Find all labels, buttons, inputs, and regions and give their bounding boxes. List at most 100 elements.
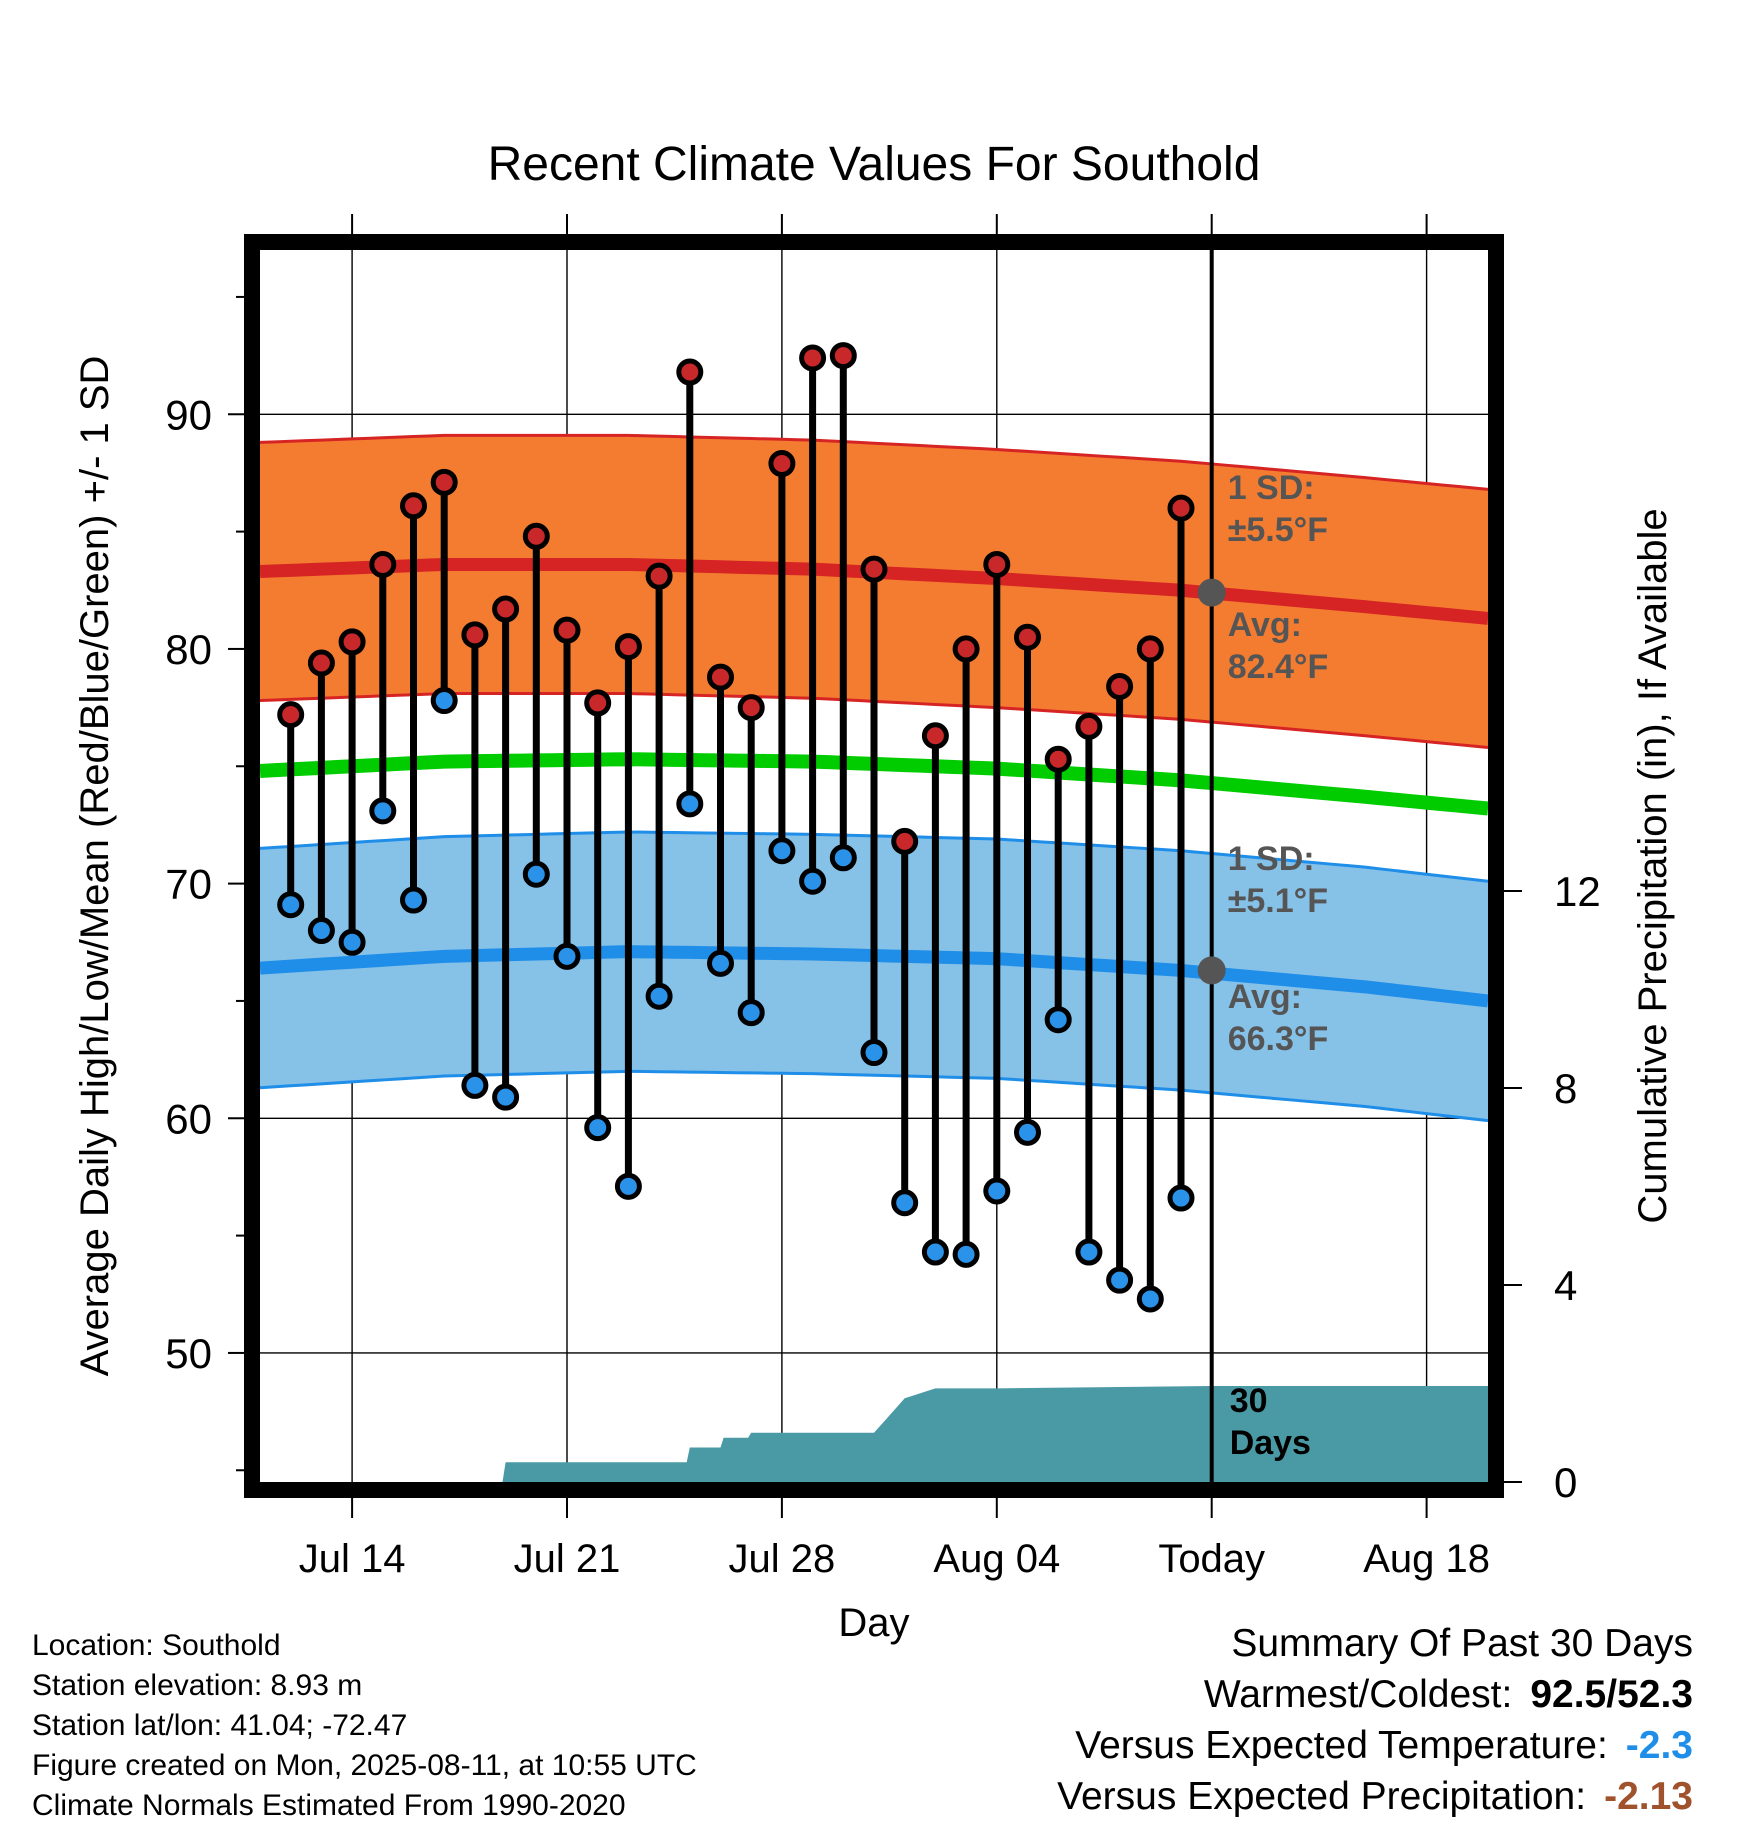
temp-value: -2.3: [1625, 1724, 1693, 1767]
low-dot-day-16: [737, 999, 765, 1027]
daily-range-stems: [287, 355, 1185, 1299]
low-dot-day-6: [430, 687, 458, 715]
high-dot-day-9: [522, 522, 550, 550]
high-dot-day-19: [829, 342, 857, 370]
x-axis-label: Day: [838, 1601, 909, 1645]
high-avg-label-line-0: Avg:: [1228, 606, 1302, 644]
low-dot-day-28: [1106, 1266, 1134, 1294]
high-dot-day-10: [553, 616, 581, 644]
right-tick-label-0: 0: [1554, 1459, 1577, 1506]
info-elevation: Station elevation: 8.93 m: [32, 1669, 363, 1702]
low-dot-day-8: [492, 1083, 520, 1111]
low-dot-day-15: [707, 949, 734, 977]
high-dot-day-4: [369, 550, 397, 578]
low-dot-day-27: [1075, 1238, 1103, 1266]
high-dot-day-11: [584, 689, 612, 717]
high-sd-label-line-0: 1 SD:: [1228, 469, 1315, 507]
high-dot-day-25: [1014, 623, 1041, 651]
right-tick-label-8: 8: [1554, 1065, 1577, 1112]
high-dot-day-7: [461, 621, 489, 649]
high-dot-day-14: [676, 358, 704, 386]
high-sd-band-upper-edge: [259, 433, 1489, 491]
precipitation-area: [260, 1386, 1488, 1482]
left-tick-label-70: 70: [165, 861, 212, 908]
high-dot-day-21: [891, 827, 919, 855]
high-dot-day-23: [952, 635, 980, 663]
high-dot-day-20: [860, 555, 888, 583]
low-dot-day-14: [676, 790, 704, 818]
info-location: Location: Southold: [32, 1629, 281, 1662]
low-sd-label-line-1: ±5.1°F: [1228, 882, 1328, 920]
precip-days-label-line-1: Days: [1230, 1424, 1311, 1462]
high-dot-day-12: [614, 633, 642, 661]
info-created: Figure created on Mon, 2025-08-11, at 10…: [32, 1749, 697, 1782]
daily-dots: [277, 342, 1195, 1313]
summary-title: Summary Of Past 30 Days: [1231, 1622, 1693, 1665]
high-dot-day-17: [768, 450, 796, 478]
x-tick-label-3: Aug 04: [933, 1537, 1060, 1581]
low-dot-day-24: [983, 1177, 1011, 1205]
high-dot-day-16: [737, 694, 765, 722]
low-dot-day-21: [891, 1189, 919, 1217]
high-dot-day-2: [307, 649, 335, 677]
station-info: Location: Southold Station elevation: 8.…: [32, 1626, 697, 1826]
high-dot-day-24: [983, 550, 1011, 578]
low-dot-day-22: [921, 1238, 949, 1266]
low-dot-day-10: [553, 942, 581, 970]
low-dot-day-18: [799, 867, 827, 895]
high-sd-label-line-1: ±5.5°F: [1228, 511, 1328, 549]
high-dot-day-13: [645, 562, 673, 590]
high-dot-day-22: [921, 722, 949, 750]
low-dot-day-7: [461, 1071, 489, 1099]
low-dot-day-26: [1044, 1006, 1072, 1034]
today-low-avg-dot: [1197, 956, 1226, 985]
high-dot-day-15: [707, 663, 734, 691]
high-dot-day-1: [277, 701, 305, 729]
low-sd-label-line-0: 1 SD:: [1228, 840, 1315, 878]
left-tick-label-90: 90: [165, 391, 212, 438]
low-dot-day-11: [584, 1114, 612, 1142]
chart-title: Recent Climate Values For Southold: [488, 138, 1261, 191]
annotations: 1 SD: ±5.5°F Avg: 82.4°F 1 SD: ±5.1°F Avg: 66.3…: [1197, 469, 1329, 1462]
high-dot-day-18: [799, 344, 827, 372]
precip-label: Versus Expected Precipitation:: [1057, 1775, 1587, 1818]
precip-value: -2.13: [1604, 1775, 1693, 1818]
high-dot-day-27: [1075, 712, 1103, 740]
low-dot-day-9: [522, 860, 550, 888]
low-avg-label-line-0: Avg:: [1228, 978, 1302, 1016]
left-tick-label-50: 50: [165, 1330, 212, 1377]
high-dot-day-26: [1044, 745, 1072, 773]
low-dot-day-17: [768, 837, 796, 865]
high-dot-day-28: [1106, 672, 1134, 700]
temp-label: Versus Expected Temperature:: [1075, 1724, 1608, 1767]
low-avg-label-line-1: 66.3°F: [1228, 1020, 1329, 1058]
precip-area: [260, 1386, 1488, 1482]
warm-cold-label: Warmest/Coldest:: [1203, 1673, 1513, 1716]
high-avg-label-line-1: 82.4°F: [1228, 648, 1329, 686]
low-dot-day-5: [400, 886, 427, 914]
precip-days-label-line-0: 30: [1230, 1382, 1268, 1420]
high-dot-day-6: [430, 468, 458, 496]
x-tick-label-2: Jul 28: [729, 1537, 836, 1581]
low-dot-day-4: [369, 797, 397, 825]
low-dot-day-19: [829, 844, 857, 872]
info-normals: Climate Normals Estimated From 1990-2020: [32, 1789, 626, 1822]
today-high-avg-dot: [1197, 578, 1226, 607]
warm-cold-value: 92.5/52.3: [1530, 1673, 1693, 1716]
high-dot-day-5: [400, 492, 427, 520]
low-dot-day-3: [338, 928, 366, 956]
low-dot-day-2: [307, 917, 335, 945]
summary-precip: Versus Expected Precipitation: -2.13: [1057, 1771, 1693, 1822]
plot-frame: [244, 234, 1504, 1498]
low-dot-day-29: [1136, 1285, 1164, 1313]
y-axis-left-label: Average Daily High/Low/Mean (Red/Blue/Gr…: [73, 356, 117, 1377]
x-tick-label-0: Jul 14: [299, 1537, 406, 1581]
high-dot-day-8: [492, 595, 520, 623]
low-dot-day-12: [614, 1172, 642, 1200]
low-dot-day-25: [1014, 1118, 1041, 1146]
x-tick-label-4: Today: [1158, 1537, 1265, 1581]
right-tick-label-12: 12: [1554, 868, 1601, 915]
low-sd-band-lower-edge: [259, 1069, 1489, 1123]
low-dot-day-13: [645, 982, 673, 1010]
